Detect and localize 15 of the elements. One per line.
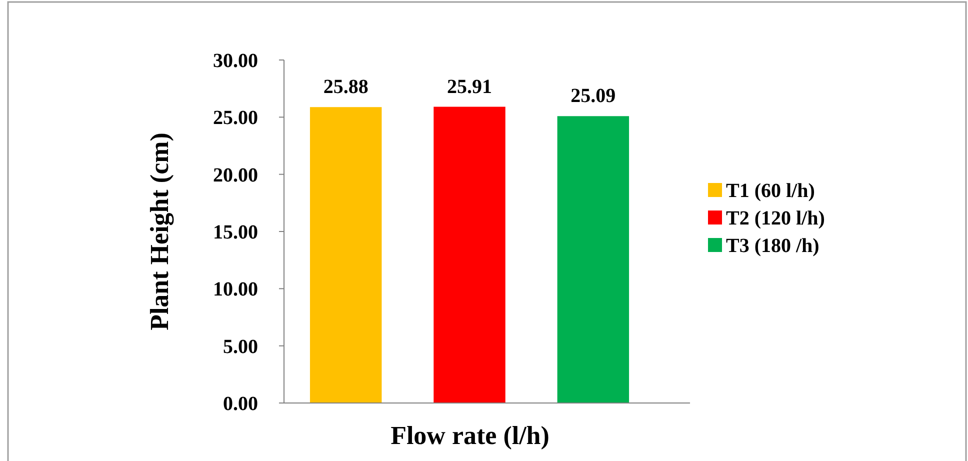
y-axis-title: Plant Height (cm) [145, 132, 174, 330]
data-label: 25.88 [323, 76, 368, 98]
y-tick-label: 5.00 [223, 336, 258, 358]
y-tick-label: 20.00 [213, 164, 258, 186]
y-tick-label: 15.00 [213, 222, 258, 244]
y-tick-label: 25.00 [213, 107, 258, 130]
y-tick-label: 0.00 [223, 393, 258, 415]
legend-label: T1 (60 l/h) [726, 180, 815, 202]
y-tick-label: 30.00 [213, 50, 258, 72]
data-label: 25.09 [570, 85, 616, 108]
x-axis-title: Flow rate (l/h) [390, 421, 550, 450]
legend-label: T2 (120 l/h) [726, 208, 825, 230]
y-tick-label: 10.00 [213, 278, 258, 301]
legend-label: T3 (180 /h) [726, 235, 820, 257]
data-label: 25.91 [447, 76, 492, 98]
